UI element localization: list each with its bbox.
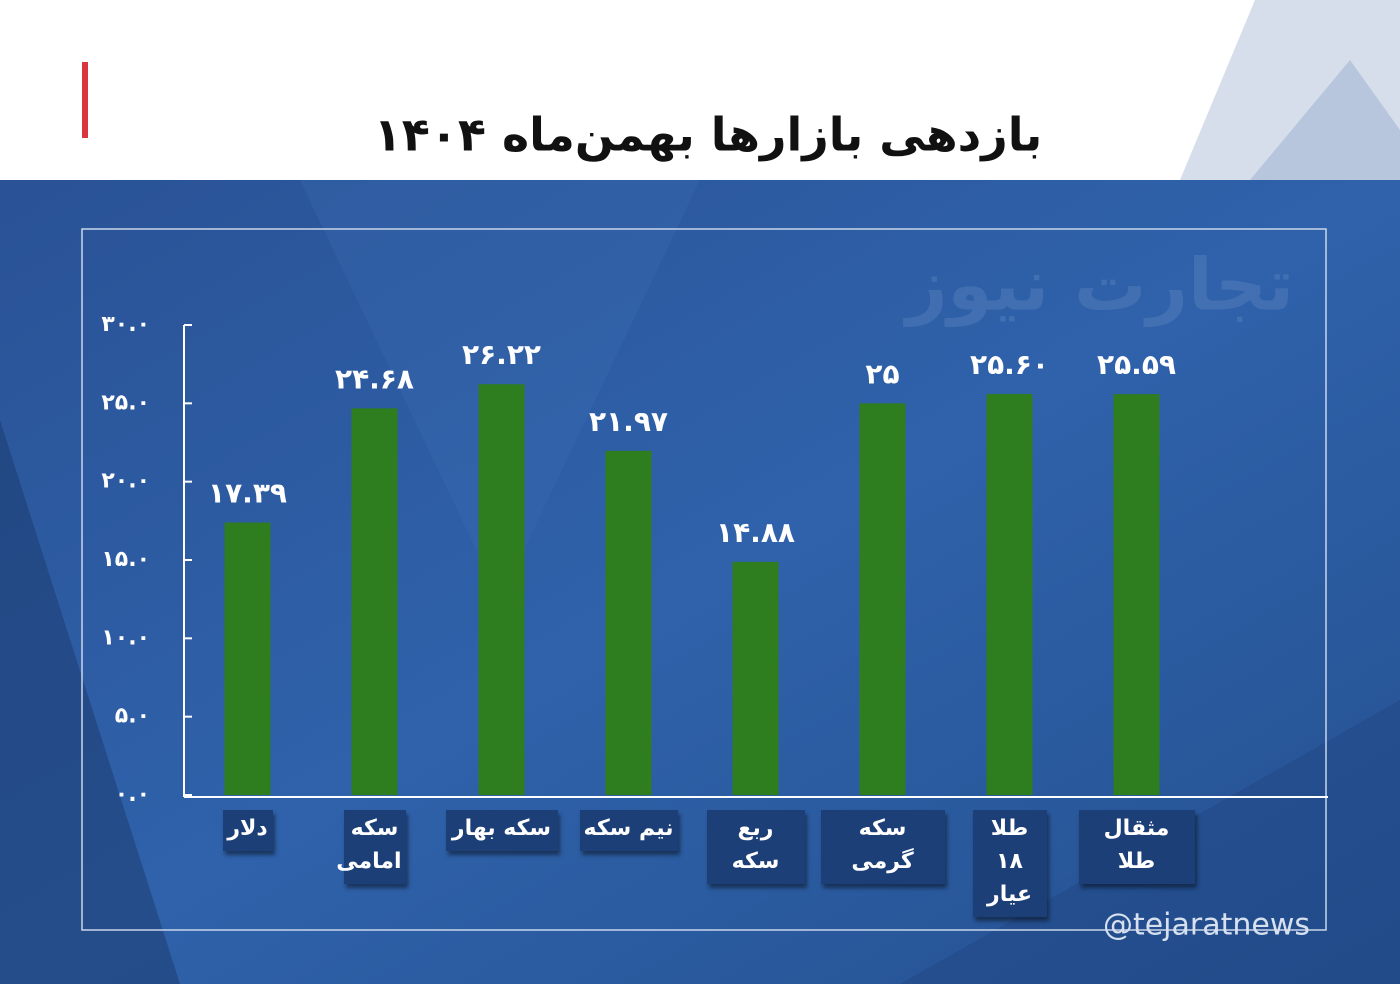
y-tick-label: ۱۰.۰ [101, 625, 150, 650]
chart-title: بازدهی بازارها بهمن‌ماه ۱۴۰۴ [374, 108, 1043, 162]
x-tick-label: سکه گرمی [820, 810, 945, 884]
x-tick-label: طلا ۱۸ عیار [972, 810, 1047, 917]
value-label: ۲۵.۶۰ [970, 348, 1049, 381]
value-label: ۲۱.۹۷ [589, 405, 668, 438]
x-tick-label: سکه امامی [336, 810, 406, 884]
decor [0, 420, 180, 984]
x-tick-label: سکه بهار [445, 810, 558, 851]
bar [224, 522, 271, 795]
bar [1113, 394, 1160, 795]
x-tick-label: ربع سکه [706, 810, 805, 884]
value-label: ۲۴.۶۸ [335, 362, 414, 395]
value-label: ۲۵ [865, 357, 899, 390]
x-tick-label: مثقال طلا [1078, 810, 1195, 884]
y-tick-label: ۲۰.۰ [101, 469, 150, 494]
frame [81, 228, 1327, 931]
value-label: ۲۵.۵۹ [1097, 348, 1176, 381]
y-tick-label: ۲۵.۰ [101, 390, 150, 415]
x-tick-label: دلار [222, 810, 273, 851]
y-tick-label: ۱۵.۰ [101, 547, 150, 572]
value-label: ۲۶.۲۲ [462, 338, 541, 371]
decor [1250, 60, 1400, 180]
y-tick-label: ۳۰.۰ [101, 312, 150, 337]
x-tick-label: نیم سکه [579, 810, 678, 851]
bar [859, 403, 906, 795]
value-label: ۱۷.۳۹ [208, 477, 287, 510]
watermark: تجارت نیوز [903, 243, 1294, 328]
bar [732, 561, 779, 795]
bar [986, 393, 1033, 795]
accent [82, 62, 88, 138]
bar [478, 384, 525, 795]
value-label: ۱۴.۸۸ [716, 516, 795, 549]
bar [351, 408, 398, 795]
handle: @tejaratnews [1103, 908, 1310, 943]
y-tick-label: ۵.۰ [115, 704, 150, 729]
bar [605, 450, 652, 795]
y-tick-label: ۰.۰ [115, 782, 150, 807]
